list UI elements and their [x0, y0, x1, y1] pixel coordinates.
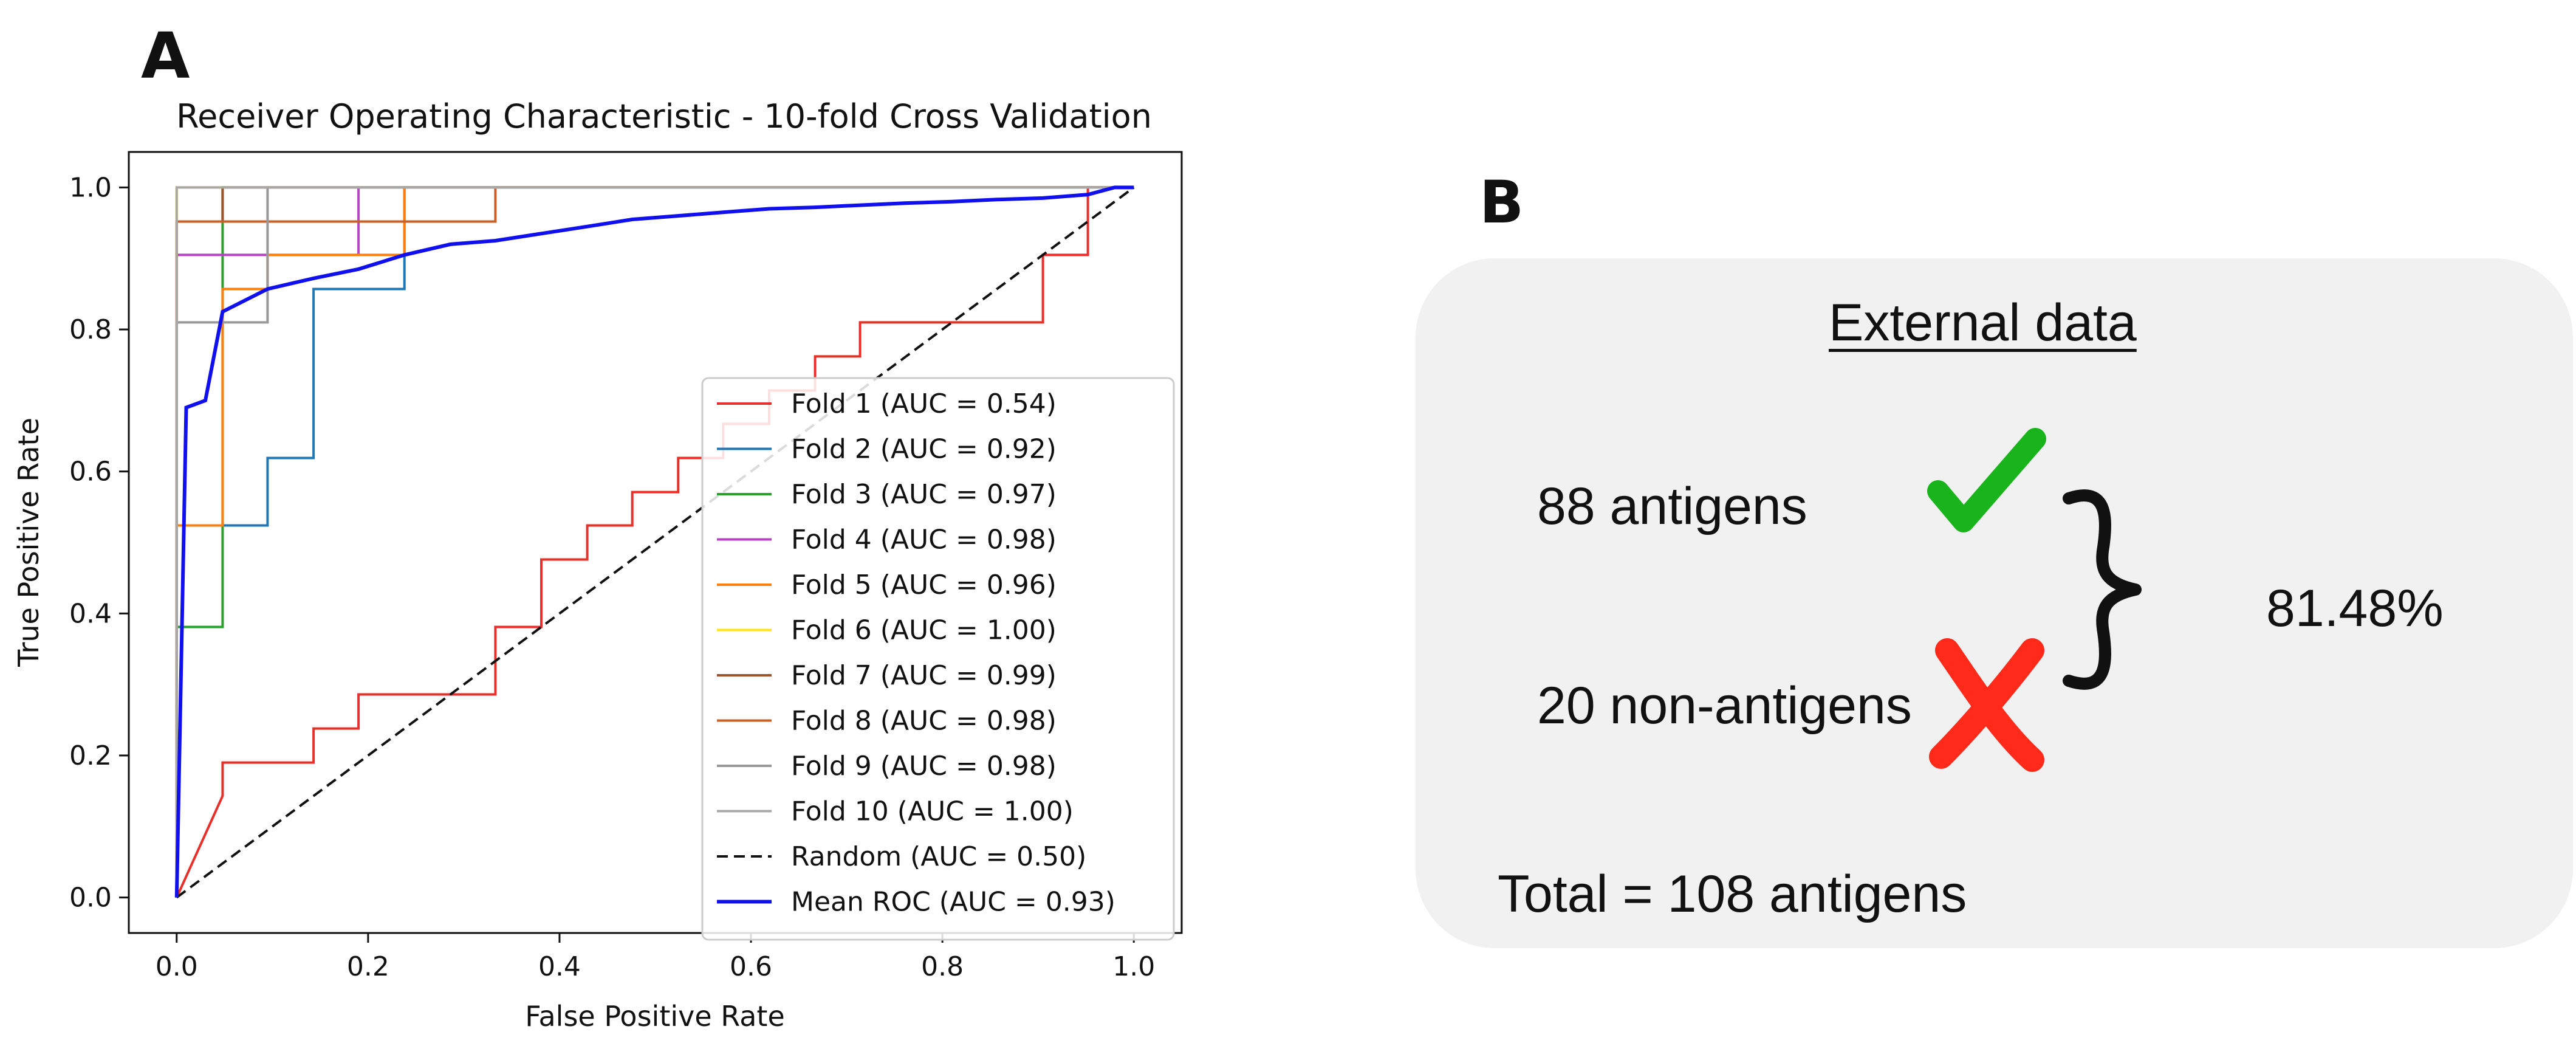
legend-label: Fold 6 (AUC = 1.00) — [791, 615, 1057, 646]
y-axis: 0.0 0.2 0.4 0.6 0.8 1.0 — [69, 172, 129, 914]
external-data-panel — [1416, 258, 2573, 948]
roc-chart: Receiver Operating Characteristic - 10-f… — [12, 97, 1183, 1033]
external-data-title: External data — [1829, 294, 2137, 352]
y-tick-label: 0.2 — [69, 740, 112, 771]
series-layer — [174, 185, 1135, 899]
x-tick-label: 0.2 — [347, 951, 389, 982]
y-tick-label: 1.0 — [69, 172, 112, 203]
x-axis-label: False Positive Rate — [525, 1000, 785, 1033]
legend-label: Fold 1 (AUC = 0.54) — [791, 388, 1057, 419]
legend: Fold 1 (AUC = 0.54) Fold 2 (AUC = 0.92) Fo… — [701, 377, 1175, 941]
panel-b-label: B — [1479, 168, 1524, 236]
x-tick-label: 0.8 — [921, 951, 964, 982]
y-axis-label: True Positive Rate — [12, 418, 45, 667]
check-icon — [1927, 428, 2046, 532]
y-tick-label: 0.4 — [69, 598, 112, 629]
x-tick-label: 0.0 — [156, 951, 198, 982]
chart-title: Receiver Operating Characteristic - 10-f… — [176, 97, 1152, 136]
panel-a-label: A — [141, 19, 190, 93]
legend-label: Fold 2 (AUC = 0.92) — [791, 434, 1057, 465]
legend-label: Mean ROC (AUC = 0.93) — [791, 887, 1115, 918]
legend-label: Fold 7 (AUC = 0.99) — [791, 660, 1057, 691]
accuracy-value: 81.48% — [2266, 579, 2444, 638]
total-antigens: Total = 108 antigens — [1498, 865, 1967, 923]
cross-icon — [1929, 638, 2044, 772]
x-tick-label: 1.0 — [1112, 951, 1155, 982]
y-tick-label: 0.8 — [69, 314, 112, 345]
legend-label: Fold 8 (AUC = 0.98) — [791, 706, 1057, 737]
x-tick-label: 0.6 — [730, 951, 772, 982]
y-tick-label: 0.0 — [69, 883, 112, 914]
series-line-10 — [175, 186, 1134, 898]
series-line-1 — [175, 186, 1134, 898]
legend-label: Fold 9 (AUC = 0.98) — [791, 751, 1057, 782]
antigens-count: 88 antigens — [1537, 477, 1807, 535]
non-antigens-count: 20 non-antigens — [1537, 676, 1912, 735]
series-line-11 — [176, 186, 1135, 899]
plot-frame — [128, 151, 1183, 934]
legend-label: Fold 10 (AUC = 1.00) — [791, 796, 1074, 827]
legend-box — [701, 377, 1175, 941]
brace-icon — [2063, 489, 2142, 690]
legend-label: Fold 5 (AUC = 0.96) — [791, 570, 1057, 601]
y-tick-label: 0.6 — [69, 456, 112, 487]
legend-label: Fold 3 (AUC = 0.97) — [791, 479, 1057, 510]
x-tick-label: 0.4 — [538, 951, 581, 982]
series-line-12 — [174, 185, 1134, 898]
legend-label: Fold 4 (AUC = 0.98) — [791, 525, 1057, 556]
legend-label: Random (AUC = 0.50) — [791, 841, 1086, 872]
x-axis: 0.0 0.2 0.4 0.6 0.8 1.0 — [156, 933, 1155, 982]
